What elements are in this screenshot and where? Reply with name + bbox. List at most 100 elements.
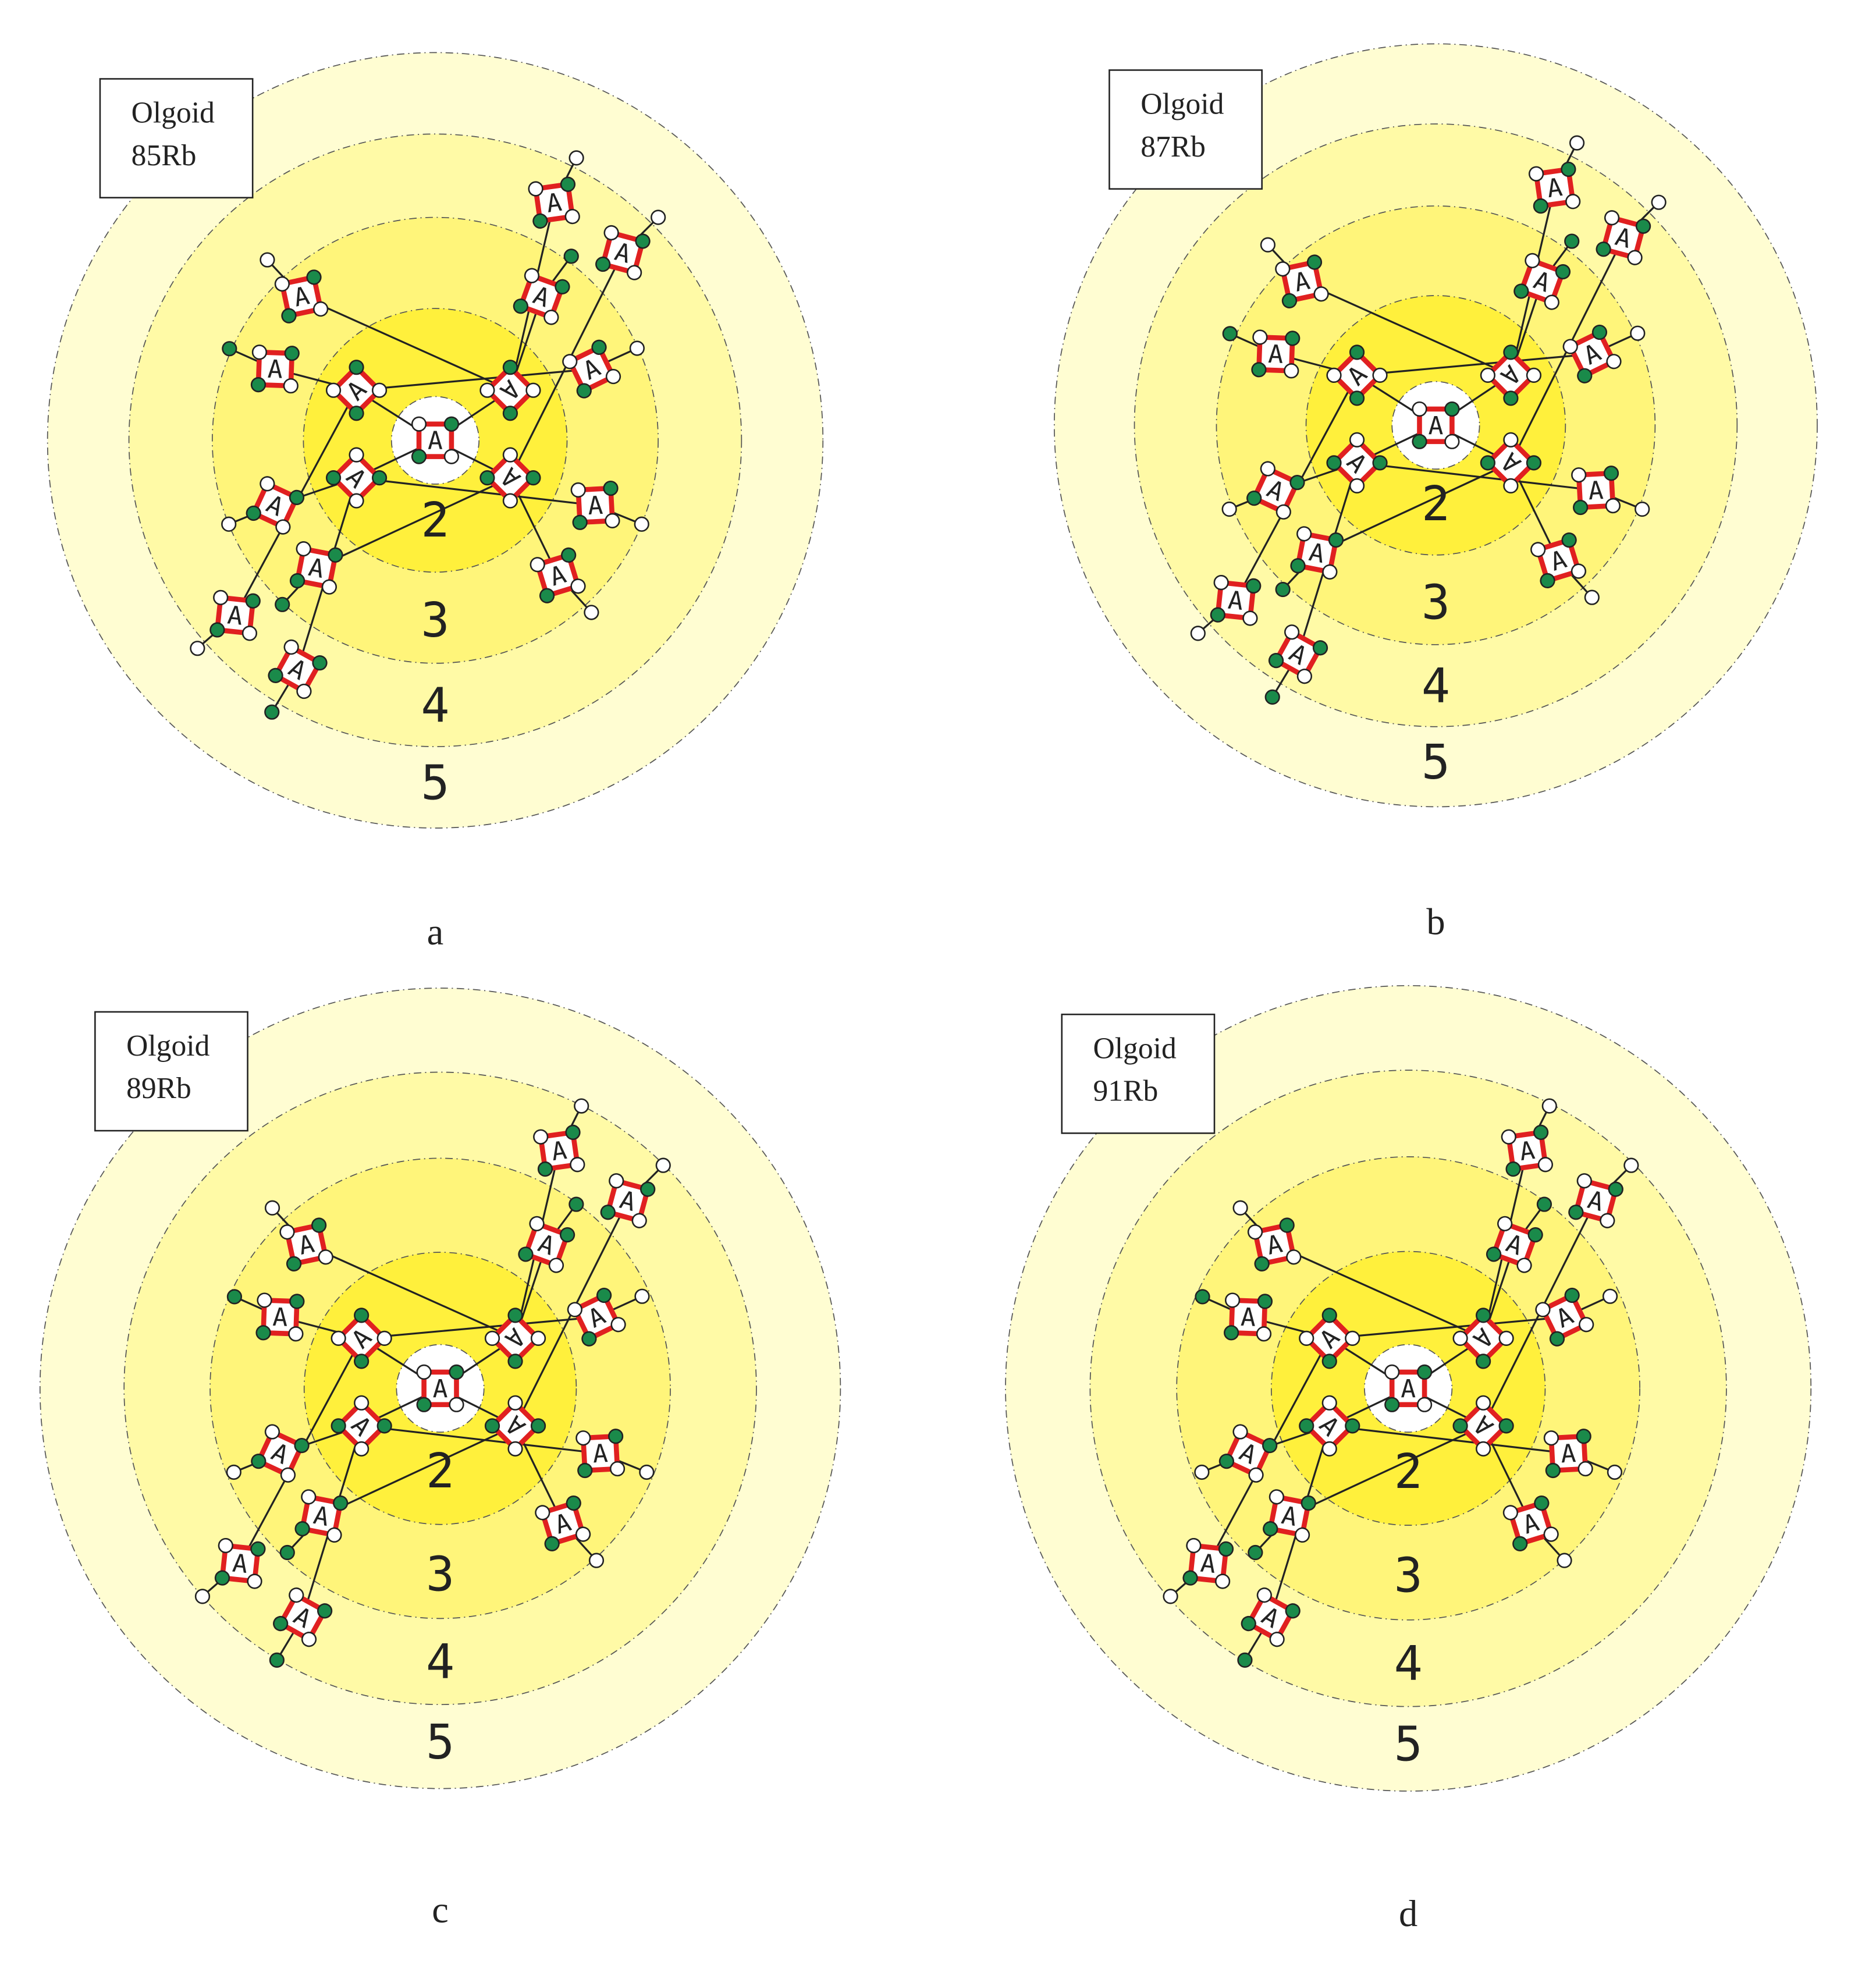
atom xyxy=(1296,526,1312,542)
bond xyxy=(1356,461,1596,492)
unit-square xyxy=(1484,349,1537,402)
shell-number: 2 xyxy=(426,1444,454,1499)
atom xyxy=(288,1326,304,1342)
unit: A xyxy=(600,1173,656,1228)
unit-square xyxy=(488,1312,542,1365)
bond xyxy=(1329,1316,1565,1340)
atom xyxy=(1635,218,1651,234)
unit-square xyxy=(1280,259,1324,304)
unit-square xyxy=(1533,166,1576,209)
unit: A xyxy=(1486,1216,1543,1273)
bond xyxy=(301,296,511,392)
atom xyxy=(1549,1331,1565,1347)
atom xyxy=(1475,1308,1491,1323)
atom xyxy=(190,641,205,656)
atom xyxy=(1349,344,1365,360)
atom xyxy=(1475,1441,1491,1457)
caption: d xyxy=(1399,1893,1417,1934)
atom xyxy=(574,1098,589,1114)
unit: A xyxy=(1299,1308,1360,1369)
atom xyxy=(250,1541,266,1557)
bond xyxy=(1289,1425,1484,1517)
atom xyxy=(283,378,299,394)
shell-number: 4 xyxy=(426,1635,454,1690)
unit: A xyxy=(251,1424,310,1483)
atom xyxy=(634,1288,650,1304)
atom xyxy=(528,181,543,197)
bond xyxy=(1356,353,1593,376)
unit-square xyxy=(488,1399,542,1452)
unit: A xyxy=(479,447,541,509)
atom xyxy=(530,1330,546,1346)
atom xyxy=(411,449,427,464)
atom xyxy=(581,1331,597,1347)
shell-number: 4 xyxy=(1422,659,1450,714)
atom xyxy=(1349,432,1365,447)
unit: A xyxy=(325,447,388,509)
atom xyxy=(1526,367,1542,383)
unit: A xyxy=(289,541,343,595)
unit-label: A xyxy=(1428,411,1443,441)
atom xyxy=(449,1364,464,1380)
unit-square xyxy=(1507,1500,1555,1547)
unit-square xyxy=(299,1494,344,1538)
unit-square xyxy=(329,451,383,505)
atom xyxy=(561,547,577,563)
shell-number: 5 xyxy=(1422,735,1450,790)
atom xyxy=(289,489,305,506)
unit-square xyxy=(538,1129,581,1172)
atom xyxy=(608,1429,624,1444)
atom xyxy=(1322,564,1338,580)
atom xyxy=(543,310,559,325)
unit-square xyxy=(1456,1312,1510,1365)
label-box xyxy=(94,1011,248,1132)
atom xyxy=(1605,498,1621,514)
atom xyxy=(530,557,545,573)
atom xyxy=(609,1461,626,1477)
unit-label: A xyxy=(1199,1549,1217,1579)
atom xyxy=(562,354,578,370)
atom xyxy=(1321,1308,1337,1323)
atom xyxy=(569,1196,584,1212)
bond xyxy=(305,1244,516,1340)
atom xyxy=(605,368,621,385)
atom xyxy=(279,1544,295,1561)
atom xyxy=(1416,1397,1433,1412)
atom xyxy=(311,1217,327,1233)
atom xyxy=(274,276,290,292)
unit-square xyxy=(272,644,324,695)
atom xyxy=(577,1462,593,1479)
atom xyxy=(576,383,592,399)
bond xyxy=(1329,1425,1569,1455)
unit: A xyxy=(1452,1308,1514,1369)
unit-label: A xyxy=(226,601,244,631)
atom xyxy=(1527,1227,1543,1243)
atom xyxy=(507,1308,523,1323)
atom xyxy=(1568,1205,1584,1220)
unit: A xyxy=(1224,1292,1273,1342)
unit: A xyxy=(1263,1489,1316,1543)
unit-square xyxy=(261,1298,300,1337)
atom xyxy=(1268,652,1284,669)
atom xyxy=(1224,1325,1239,1341)
atom xyxy=(525,470,541,486)
atom xyxy=(559,1227,575,1243)
atom xyxy=(1349,478,1365,493)
atom xyxy=(1281,293,1298,308)
atom xyxy=(535,1505,550,1521)
atom xyxy=(544,1536,560,1551)
unit-label: A xyxy=(272,1303,289,1333)
atom xyxy=(570,482,586,498)
atom xyxy=(631,1213,647,1228)
atom xyxy=(1262,1438,1278,1454)
atom xyxy=(354,1354,369,1369)
atom xyxy=(264,704,280,720)
unit-square xyxy=(1330,349,1384,402)
shell-number: 5 xyxy=(426,1715,454,1770)
atom xyxy=(275,519,291,535)
atom xyxy=(1528,166,1544,182)
atom xyxy=(629,340,645,356)
unit: A xyxy=(1480,432,1542,493)
